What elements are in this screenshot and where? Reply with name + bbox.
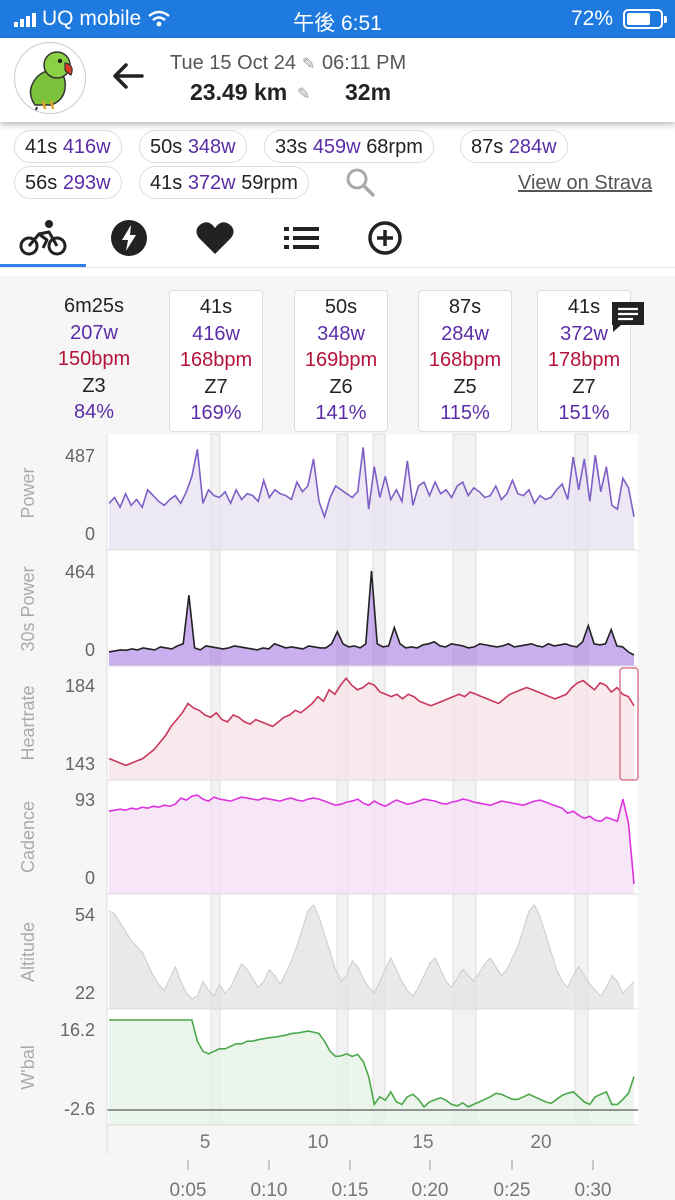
series-label: Heartrate [18,685,38,760]
series-label: Altitude [18,922,38,982]
back-arrow-icon[interactable] [108,56,148,96]
interval-chip[interactable]: 41s 372w 59rpm [139,166,309,199]
time-tick-label: 0:30 [575,1180,612,1200]
battery-percent: 72% [570,7,613,30]
series-label: W'bal [18,1045,38,1089]
interval-chip[interactable]: 87s 284w [460,130,568,163]
time-tick-label: 0:10 [251,1180,288,1200]
analysis-panel: 6m25s 207w 150bpm Z3 84% 41s 416w 168bpm Z7 169%… [0,276,675,1200]
ride-charts[interactable]: 487 0 Power 464 0 30s Power 184 143 Heartrate 93 0… [0,276,675,1200]
time-tick-label: 0:25 [494,1180,531,1200]
y-max-label: 184 [65,676,95,696]
active-tab-indicator [0,264,86,267]
series-line [109,1019,635,1109]
series-label: Power [18,467,38,518]
interval-card[interactable]: 87s 284w 168bpm Z5 115% [418,290,512,432]
interval-chip[interactable]: 41s 416w [14,130,122,163]
series-area [109,678,634,780]
activity-date[interactable]: Tue 15 Oct 24 [170,52,296,74]
series-line [108,677,635,767]
y-min-label: 0 [85,524,95,544]
y-min-label: 0 [85,868,95,888]
interval-card[interactable]: 50s 348w 169bpm Z6 141% [294,290,388,432]
edit-date-pencil-icon[interactable]: ✎ [302,56,316,73]
y-max-label: 54 [75,905,95,925]
y-max-label: 464 [65,562,95,582]
y-max-label: 93 [75,790,95,810]
add-circle-icon [368,221,402,255]
tab-ride[interactable] [13,214,73,262]
battery-fill [627,13,651,25]
tab-bar [0,210,675,268]
y-max-label: 487 [65,446,95,466]
distance-tick-label: 5 [200,1132,211,1153]
time-tick-label: 0:20 [412,1180,449,1200]
y-min-label: 22 [75,983,95,1003]
clock: 午後 6:51 [293,12,382,35]
parrot-avatar[interactable] [14,42,86,114]
interval-chip[interactable]: 50s 348w [139,130,247,163]
y-min-label: -2.6 [64,1099,95,1119]
carrier-name: UQ mobile [42,7,142,30]
battery-icon [623,9,667,29]
interval-card[interactable]: 41s 416w 168bpm Z7 169% [169,290,263,432]
lightning-icon [111,220,147,256]
series-line [108,904,635,1000]
interval-chip[interactable]: 33s 459w 68rpm [264,130,434,163]
series-line [108,570,635,656]
signal-icon [14,11,36,27]
selection-handle [619,667,639,781]
notes-icon[interactable] [609,299,647,335]
heart-icon [196,222,234,254]
activity-duration: 32m [345,79,392,105]
series-label: Cadence [18,801,38,873]
edit-distance-pencil-icon[interactable]: ✎ [297,86,311,103]
list-icon [284,227,319,249]
series-area [109,570,634,666]
tab-add[interactable] [355,214,415,262]
y-max-label: 16.2 [60,1020,95,1040]
series-label: 30s Power [18,566,38,651]
distance-tick-label: 15 [412,1132,433,1153]
series-area [109,905,634,1009]
search-icon[interactable] [344,166,376,198]
bicycle-icon [19,220,67,256]
time-tick-label: 0:15 [332,1180,369,1200]
y-min-label: 143 [65,754,95,774]
tab-heart[interactable] [185,214,245,262]
time-tick-label: 0:05 [170,1180,207,1200]
y-min-label: 0 [85,640,95,660]
series-line [108,447,635,520]
status-bar: UQ mobile 午後 6:51 72% [0,0,675,38]
activity-header: Tue 15 Oct 24 ✎ 06:11 PM 23.49 km ✎ 32m [0,38,675,122]
series-area [109,447,634,550]
interval-chip[interactable]: 56s 293w [14,166,122,199]
interval-card[interactable]: 6m25s 207w 150bpm Z3 84% [57,295,131,423]
tab-list[interactable] [272,214,332,262]
tab-power[interactable] [99,214,159,262]
activity-distance: 23.49 km [190,79,288,105]
wifi-icon [148,10,170,27]
view-on-strava-link[interactable]: View on Strava [518,172,653,194]
distance-tick-label: 20 [530,1132,551,1153]
carrier: UQ mobile [14,7,171,31]
activity-time[interactable]: 06:11 PM [322,52,407,74]
distance-tick-label: 10 [307,1132,328,1153]
series-area [109,795,634,894]
series-area [109,1020,634,1125]
series-line [108,794,635,885]
